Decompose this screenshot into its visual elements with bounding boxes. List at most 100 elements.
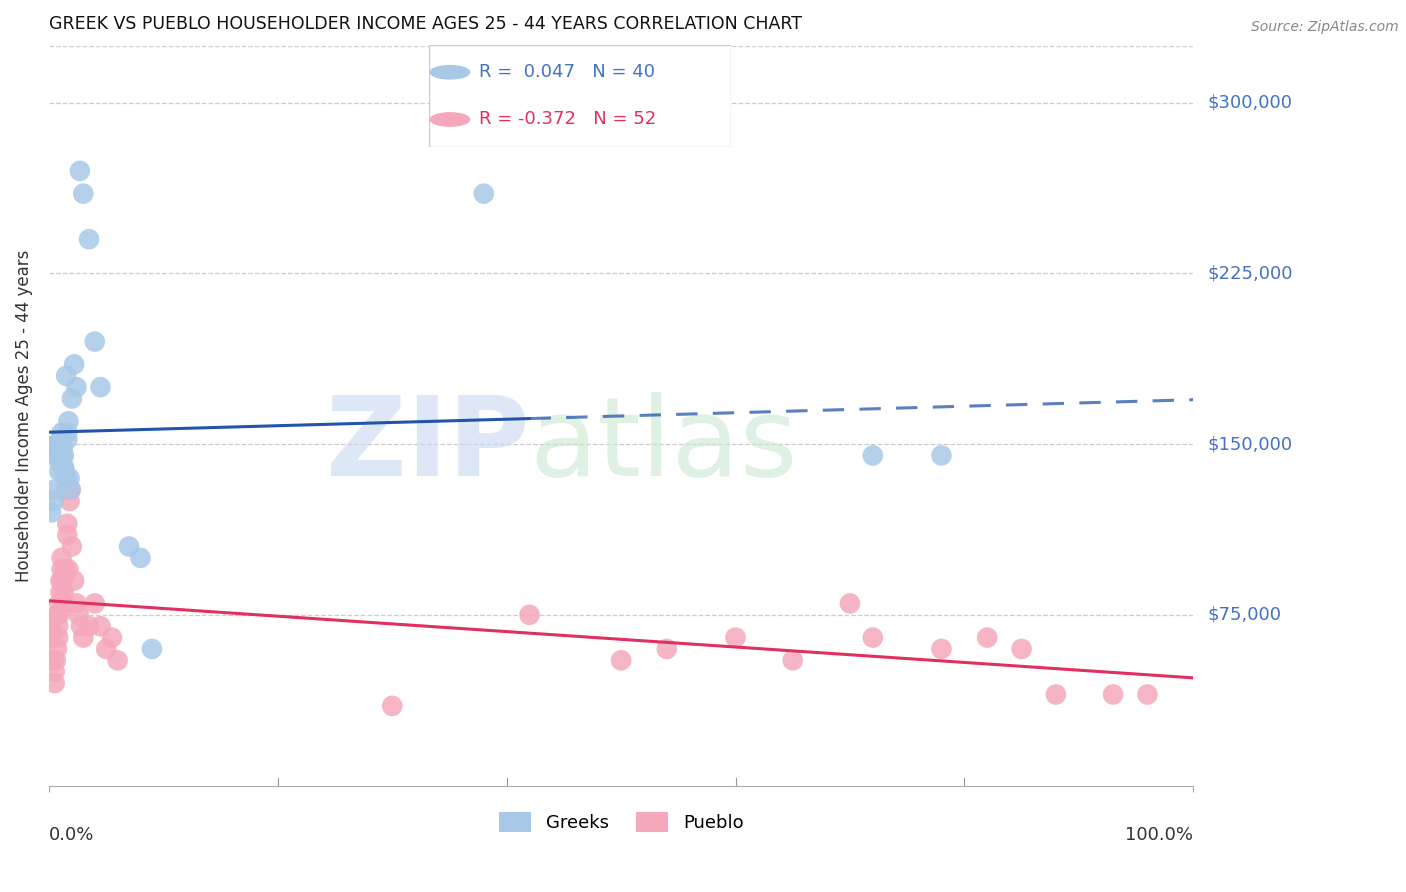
Point	[53, 562, 76, 576]
Point	[381, 698, 404, 713]
Point	[72, 186, 94, 201]
Point	[44, 676, 66, 690]
Point	[42, 653, 65, 667]
Point	[77, 619, 100, 633]
Point	[46, 619, 69, 633]
Point	[41, 631, 63, 645]
Point	[129, 550, 152, 565]
Point	[52, 449, 75, 463]
Point	[838, 596, 860, 610]
Circle shape	[430, 66, 470, 79]
Point	[77, 232, 100, 246]
Point	[862, 631, 884, 645]
Point	[60, 392, 83, 406]
Point	[55, 368, 77, 383]
Point	[610, 653, 633, 667]
Point	[60, 540, 83, 554]
Legend: Greeks, Pueblo: Greeks, Pueblo	[492, 805, 751, 839]
Point	[52, 574, 75, 588]
Point	[48, 607, 70, 622]
Point	[46, 442, 69, 456]
Text: $150,000: $150,000	[1208, 435, 1292, 453]
Point	[519, 607, 541, 622]
Point	[46, 437, 69, 451]
Point	[55, 471, 77, 485]
Point	[49, 574, 72, 588]
Point	[42, 494, 65, 508]
Point	[83, 334, 105, 349]
Point	[58, 562, 80, 576]
Point	[48, 464, 70, 478]
Y-axis label: Householder Income Ages 25 - 44 years: Householder Income Ages 25 - 44 years	[15, 250, 32, 582]
Point	[56, 425, 79, 440]
Point	[53, 464, 76, 478]
Point	[1102, 688, 1125, 702]
Point	[655, 642, 678, 657]
Point	[862, 449, 884, 463]
Point	[976, 631, 998, 645]
Point	[46, 631, 69, 645]
Point	[782, 653, 804, 667]
Text: atlas: atlas	[530, 392, 799, 499]
Point	[58, 414, 80, 428]
Text: $225,000: $225,000	[1208, 264, 1292, 283]
Point	[931, 449, 953, 463]
Point	[52, 585, 75, 599]
Point	[46, 607, 69, 622]
Point	[51, 425, 73, 440]
Point	[48, 455, 70, 469]
Point	[49, 437, 72, 451]
Point	[55, 483, 77, 497]
Point	[46, 642, 69, 657]
Point	[96, 642, 118, 657]
Point	[70, 619, 93, 633]
Point	[724, 631, 747, 645]
Point	[472, 186, 495, 201]
Point	[39, 505, 62, 519]
Point	[1136, 688, 1159, 702]
Point	[83, 596, 105, 610]
Point	[56, 433, 79, 447]
Point	[65, 596, 87, 610]
Point	[52, 449, 75, 463]
Point	[52, 459, 75, 474]
Point	[118, 540, 141, 554]
Text: Source: ZipAtlas.com: Source: ZipAtlas.com	[1251, 20, 1399, 34]
Text: 100.0%: 100.0%	[1125, 826, 1194, 844]
Point	[52, 442, 75, 456]
Point	[89, 380, 111, 394]
Point	[52, 596, 75, 610]
Point	[931, 642, 953, 657]
Point	[58, 471, 80, 485]
Point	[45, 449, 67, 463]
Point	[141, 642, 163, 657]
Point	[46, 449, 69, 463]
Point	[58, 494, 80, 508]
Point	[49, 585, 72, 599]
Text: $75,000: $75,000	[1208, 606, 1281, 624]
Point	[51, 550, 73, 565]
Point	[101, 631, 124, 645]
Point	[44, 483, 66, 497]
Point	[63, 574, 86, 588]
Point	[45, 653, 67, 667]
Point	[56, 516, 79, 531]
Point	[1011, 642, 1033, 657]
Point	[49, 442, 72, 456]
Point	[63, 358, 86, 372]
Text: 0.0%: 0.0%	[49, 826, 94, 844]
Circle shape	[430, 112, 470, 126]
Text: R = -0.372   N = 52: R = -0.372 N = 52	[478, 111, 657, 128]
Point	[89, 619, 111, 633]
Text: GREEK VS PUEBLO HOUSEHOLDER INCOME AGES 25 - 44 YEARS CORRELATION CHART: GREEK VS PUEBLO HOUSEHOLDER INCOME AGES …	[49, 15, 801, 33]
Text: $300,000: $300,000	[1208, 94, 1292, 112]
Point	[51, 433, 73, 447]
Point	[51, 562, 73, 576]
Text: R =  0.047   N = 40: R = 0.047 N = 40	[478, 63, 655, 81]
Point	[59, 483, 82, 497]
Point	[67, 607, 90, 622]
Point	[56, 528, 79, 542]
Point	[69, 164, 91, 178]
Point	[48, 596, 70, 610]
Point	[44, 665, 66, 679]
